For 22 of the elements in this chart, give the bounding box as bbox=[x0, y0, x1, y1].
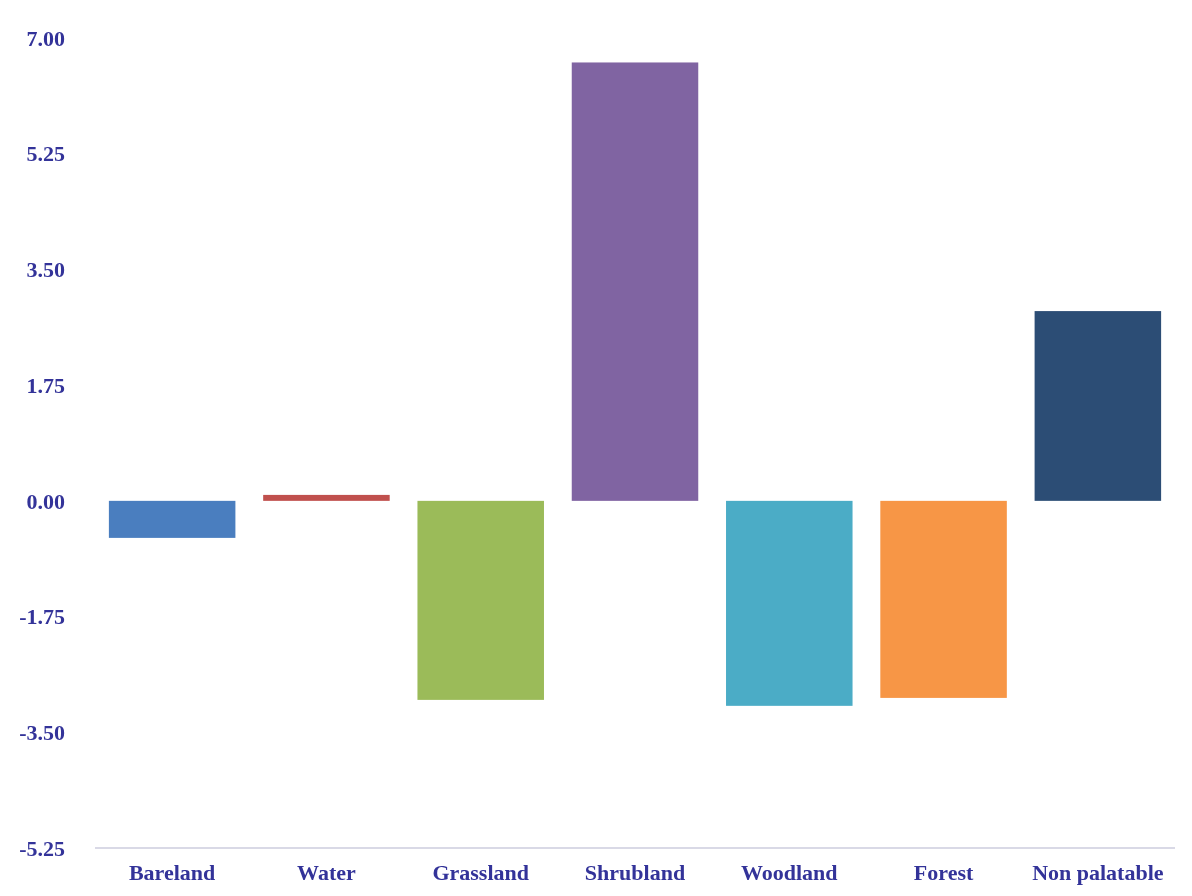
bar bbox=[263, 494, 390, 501]
bar bbox=[726, 500, 853, 706]
y-tick-label: 5.25 bbox=[26, 141, 65, 167]
x-tick-label: Grassland bbox=[432, 860, 530, 885]
y-tick-label: 1.75 bbox=[26, 372, 65, 398]
bar bbox=[108, 500, 236, 538]
x-tick-label: Woodland bbox=[740, 860, 838, 885]
bar bbox=[880, 500, 1007, 698]
x-tick-label: Shrubland bbox=[584, 860, 686, 885]
x-tick-label: Forest bbox=[913, 860, 974, 885]
bar bbox=[417, 500, 544, 700]
y-tick-label: 3.50 bbox=[26, 257, 65, 283]
x-tick-label: Water bbox=[297, 860, 356, 885]
x-tick-label: Non palatable bbox=[1032, 860, 1164, 885]
y-tick-label: -5.25 bbox=[19, 835, 65, 861]
y-tick-label: -1.75 bbox=[19, 604, 65, 630]
y-tick-label: 0.00 bbox=[26, 488, 65, 514]
bar bbox=[1034, 311, 1162, 501]
y-tick-label: 7.00 bbox=[26, 25, 65, 51]
x-tick-label: Bareland bbox=[128, 860, 216, 885]
bar bbox=[571, 62, 699, 501]
y-tick-label: -3.50 bbox=[19, 719, 65, 745]
